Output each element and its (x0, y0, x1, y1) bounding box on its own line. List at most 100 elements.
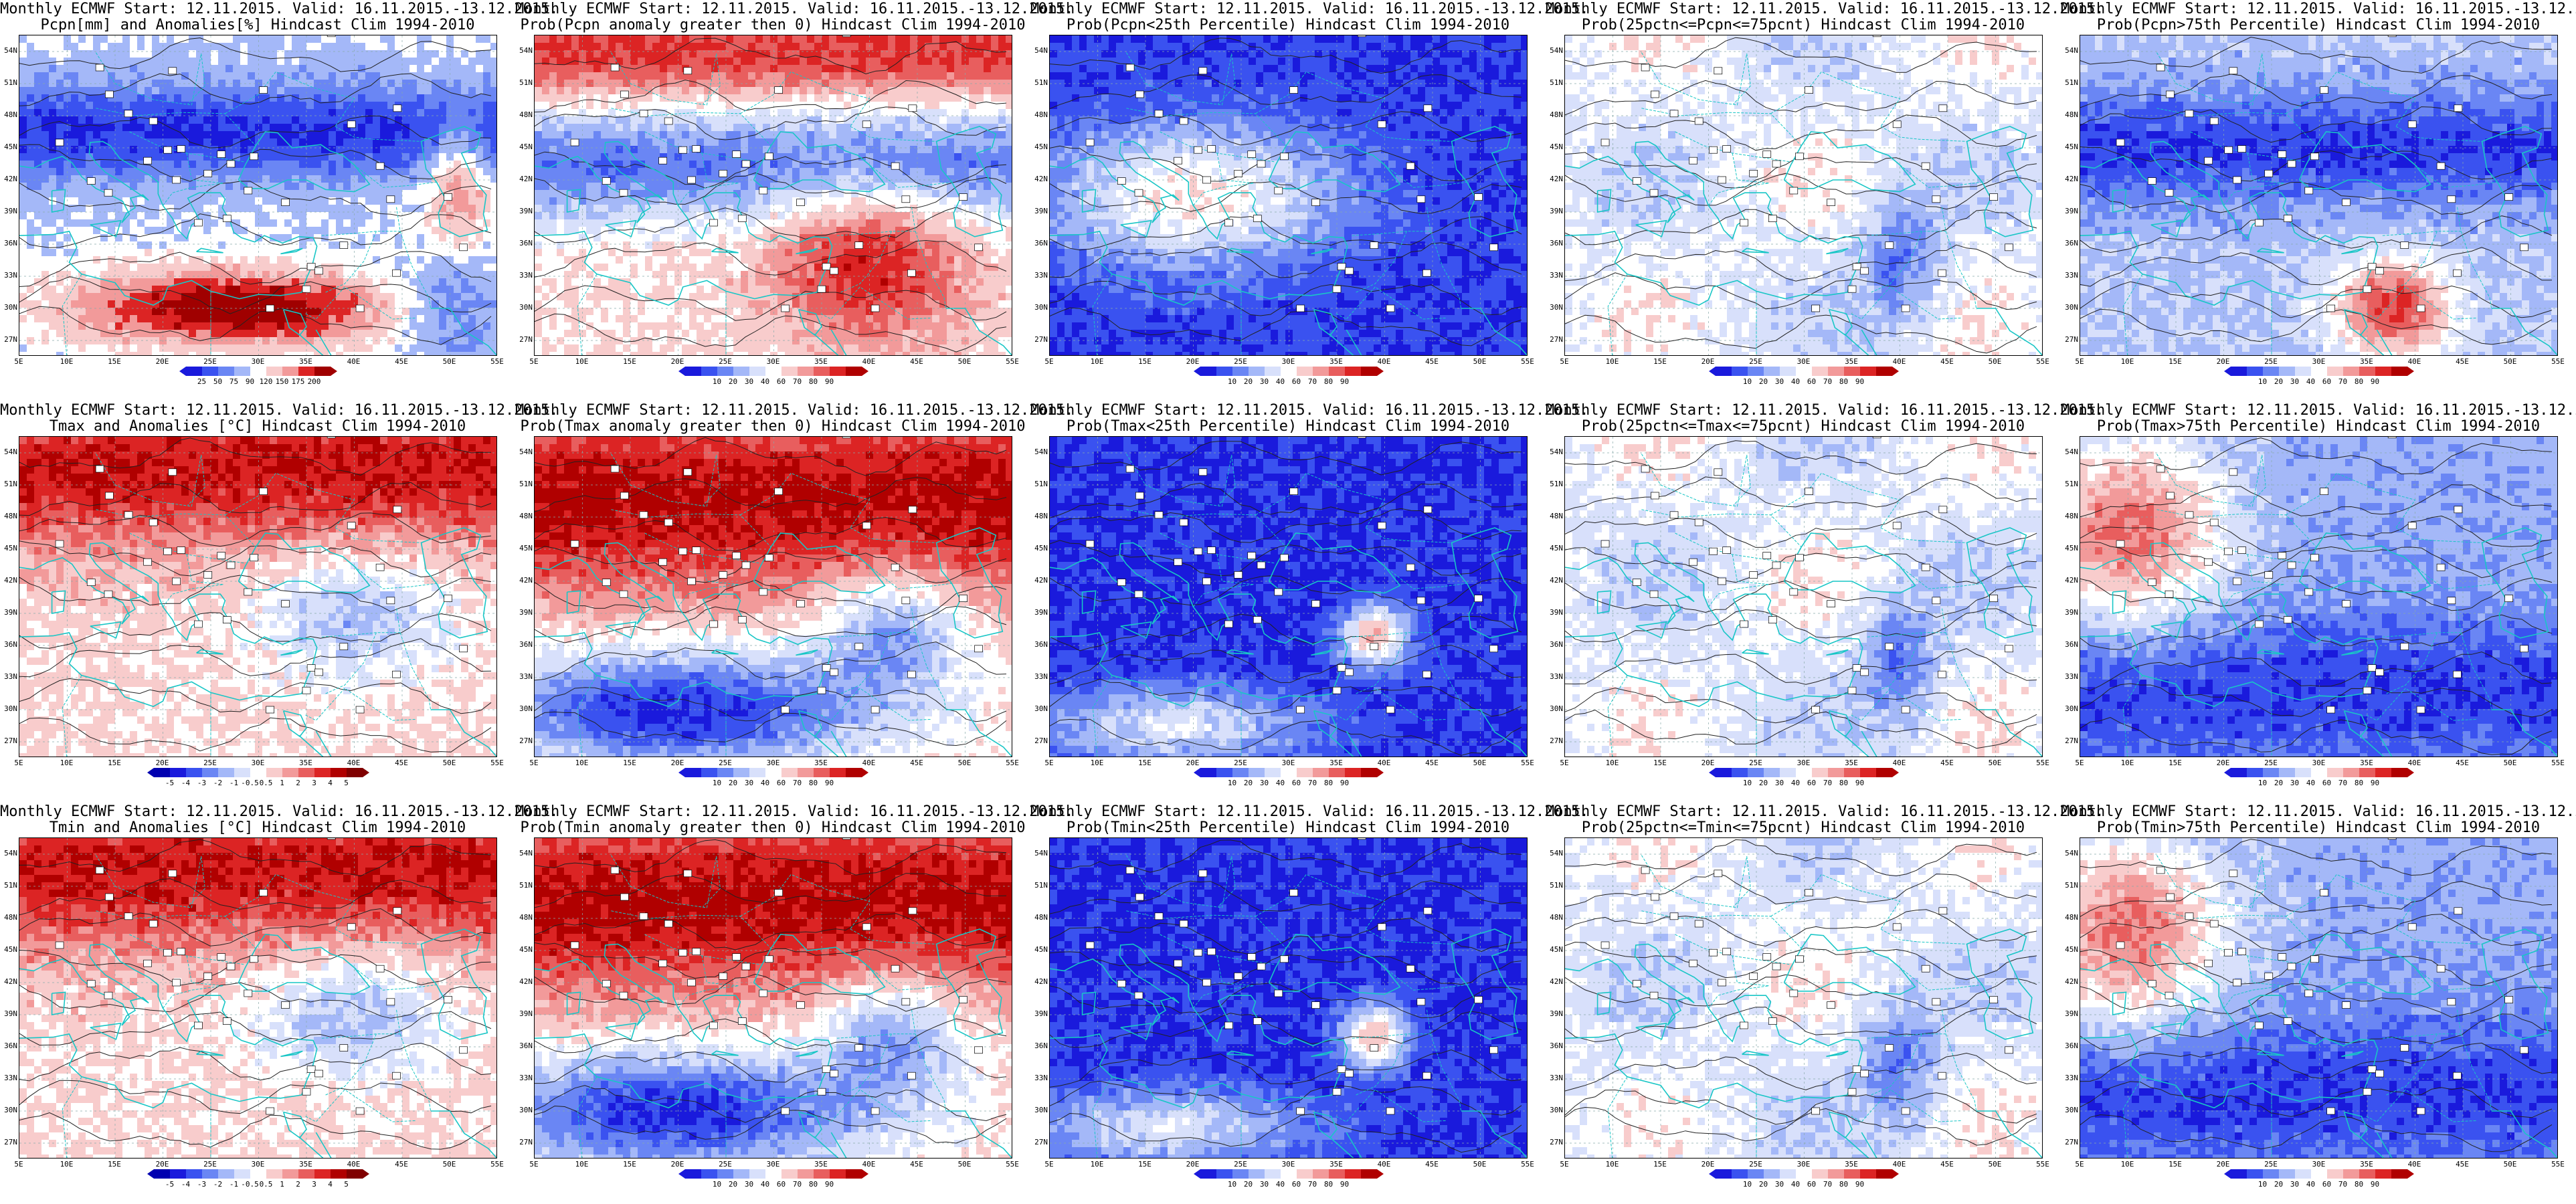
coastline (1313, 1111, 1338, 1139)
city-marker (2416, 304, 2425, 312)
climatology-contour (2080, 614, 2553, 650)
latitude-label: 42N (2062, 175, 2078, 183)
city-marker (217, 150, 226, 158)
latitude-label: 39N (2062, 608, 2078, 617)
city-marker (765, 955, 773, 963)
latitude-label: 33N (2062, 1074, 2078, 1082)
colorbar-tick-label: 60 (1292, 377, 1301, 386)
city-marker (1938, 269, 1946, 277)
colorbar-tick-label: 20 (1244, 377, 1253, 386)
latitude-label: 51N (2062, 480, 2078, 488)
city-marker (1722, 948, 1732, 955)
colorbar-swatch (1232, 768, 1249, 777)
latitude-label: 39N (1, 608, 17, 617)
colorbar-swatch (1827, 367, 1844, 376)
colorbar-swatch (330, 1169, 347, 1179)
city-marker (2453, 1072, 2462, 1080)
longitude-label: 45E (2456, 1160, 2469, 1169)
country-border (610, 855, 717, 908)
climatology-contour (19, 115, 492, 148)
climatology-contour (1565, 272, 2037, 310)
city-marker (1852, 263, 1861, 270)
city-marker (959, 996, 968, 1003)
coastline (90, 219, 122, 237)
country-border (1900, 566, 1983, 589)
city-marker (2326, 304, 2336, 312)
colorbar-swatch (1731, 768, 1748, 777)
country-border (1871, 632, 1922, 694)
colorbar-swatch (813, 367, 830, 376)
latitude-label: 42N (2062, 576, 2078, 585)
colorbar-tick-label: 200 (308, 377, 321, 386)
longitude-label: 30E (252, 759, 265, 767)
panel-subtitle: Prob(Tmin anomaly greater then 0) Hindca… (515, 820, 1030, 836)
city-marker (1154, 912, 1164, 920)
city-marker (306, 263, 316, 270)
latitude-label: 54N (1, 849, 17, 858)
country-border (2460, 1033, 2492, 1112)
colorbar-swatch (1827, 1169, 1844, 1179)
longitude-label: 10E (575, 1160, 589, 1169)
panel-subtitle: Prob(Pcpn anomaly greater then 0) Hindca… (515, 17, 1030, 33)
climatology-contour (1050, 983, 1522, 1019)
city-marker (2233, 979, 2241, 987)
colorbar-tick-label: 10 (1228, 377, 1236, 386)
country-border (305, 286, 417, 320)
latitude-label: 42N (1, 175, 17, 183)
city-marker (306, 1066, 316, 1073)
longitude-label: 5E (1560, 1160, 1568, 1169)
colorbar-arrow-left (678, 367, 685, 376)
country-border (354, 566, 437, 589)
longitude-label: 5E (1044, 759, 1053, 767)
climatology-contour (535, 437, 1007, 476)
longitude-label: 10E (575, 357, 589, 366)
city-marker (1416, 998, 1426, 1006)
panel-title: Monthly ECMWF Start: 12.11.2015. Valid: … (2061, 804, 2576, 820)
colorbar-tick-label: -0.5 (241, 779, 259, 787)
colorbar-tick-label: 90 (1340, 377, 1349, 386)
longitude-label: 20E (156, 357, 169, 366)
colorbar-tick-label: 20 (729, 779, 737, 787)
colorbar-tick-label: 70 (2338, 779, 2347, 787)
city-marker (259, 86, 268, 94)
city-marker (2287, 160, 2296, 168)
colorbar-tick-label: 90 (1855, 377, 1864, 386)
city-marker (2278, 552, 2287, 559)
coastline (711, 1050, 739, 1056)
colorbar-tick-label: 10 (713, 779, 721, 787)
climatology-contour (1050, 540, 1522, 577)
city-marker (1885, 241, 1894, 249)
map-panel: Monthly ECMWF Start: 12.11.2015. Valid: … (515, 803, 1073, 1204)
coastline (2341, 247, 2364, 255)
country-border (1641, 855, 1748, 908)
latitude-label: 42N (1547, 175, 1563, 183)
climatology-contour (2080, 914, 2553, 952)
map-area (1049, 35, 1528, 356)
colorbar-tick-label: 70 (1823, 377, 1832, 386)
panel-subtitle: Prob(Tmax<25th Percentile) Hindcast Clim… (1030, 419, 1546, 435)
colorbar-swatch (234, 367, 250, 376)
colorbar-swatch (1264, 768, 1281, 777)
city-marker (1296, 304, 1305, 312)
colorbar-swatch (2230, 1169, 2247, 1179)
country-border (186, 554, 223, 585)
longitude-label: 15E (1653, 759, 1667, 767)
colorbar: 10 20 30 40 60 70 80 90 (1708, 768, 1899, 787)
map-panel: Monthly ECMWF Start: 12.11.2015. Valid: … (1030, 401, 1588, 803)
climatology-contour (1565, 1052, 2037, 1092)
country-border (187, 856, 205, 907)
longitude-label: 40E (1378, 759, 1391, 767)
longitude-label: 35E (1329, 1160, 1343, 1169)
latitude-label: 39N (517, 207, 533, 215)
city-marker (1311, 1001, 1320, 1009)
city-marker (639, 110, 648, 118)
latitude-label: 45N (1547, 945, 1563, 954)
city-marker (610, 64, 620, 72)
city-marker (1811, 706, 1821, 714)
colorbar-tick-label: 30 (745, 377, 753, 386)
colorbar-arrow-right (1892, 768, 1899, 777)
colorbar-arrow-right (362, 768, 369, 777)
colorbar: 10 20 30 40 60 70 80 90 (1193, 1169, 1384, 1189)
country-border (1641, 509, 1802, 548)
latitude-label: 27N (1, 335, 17, 344)
